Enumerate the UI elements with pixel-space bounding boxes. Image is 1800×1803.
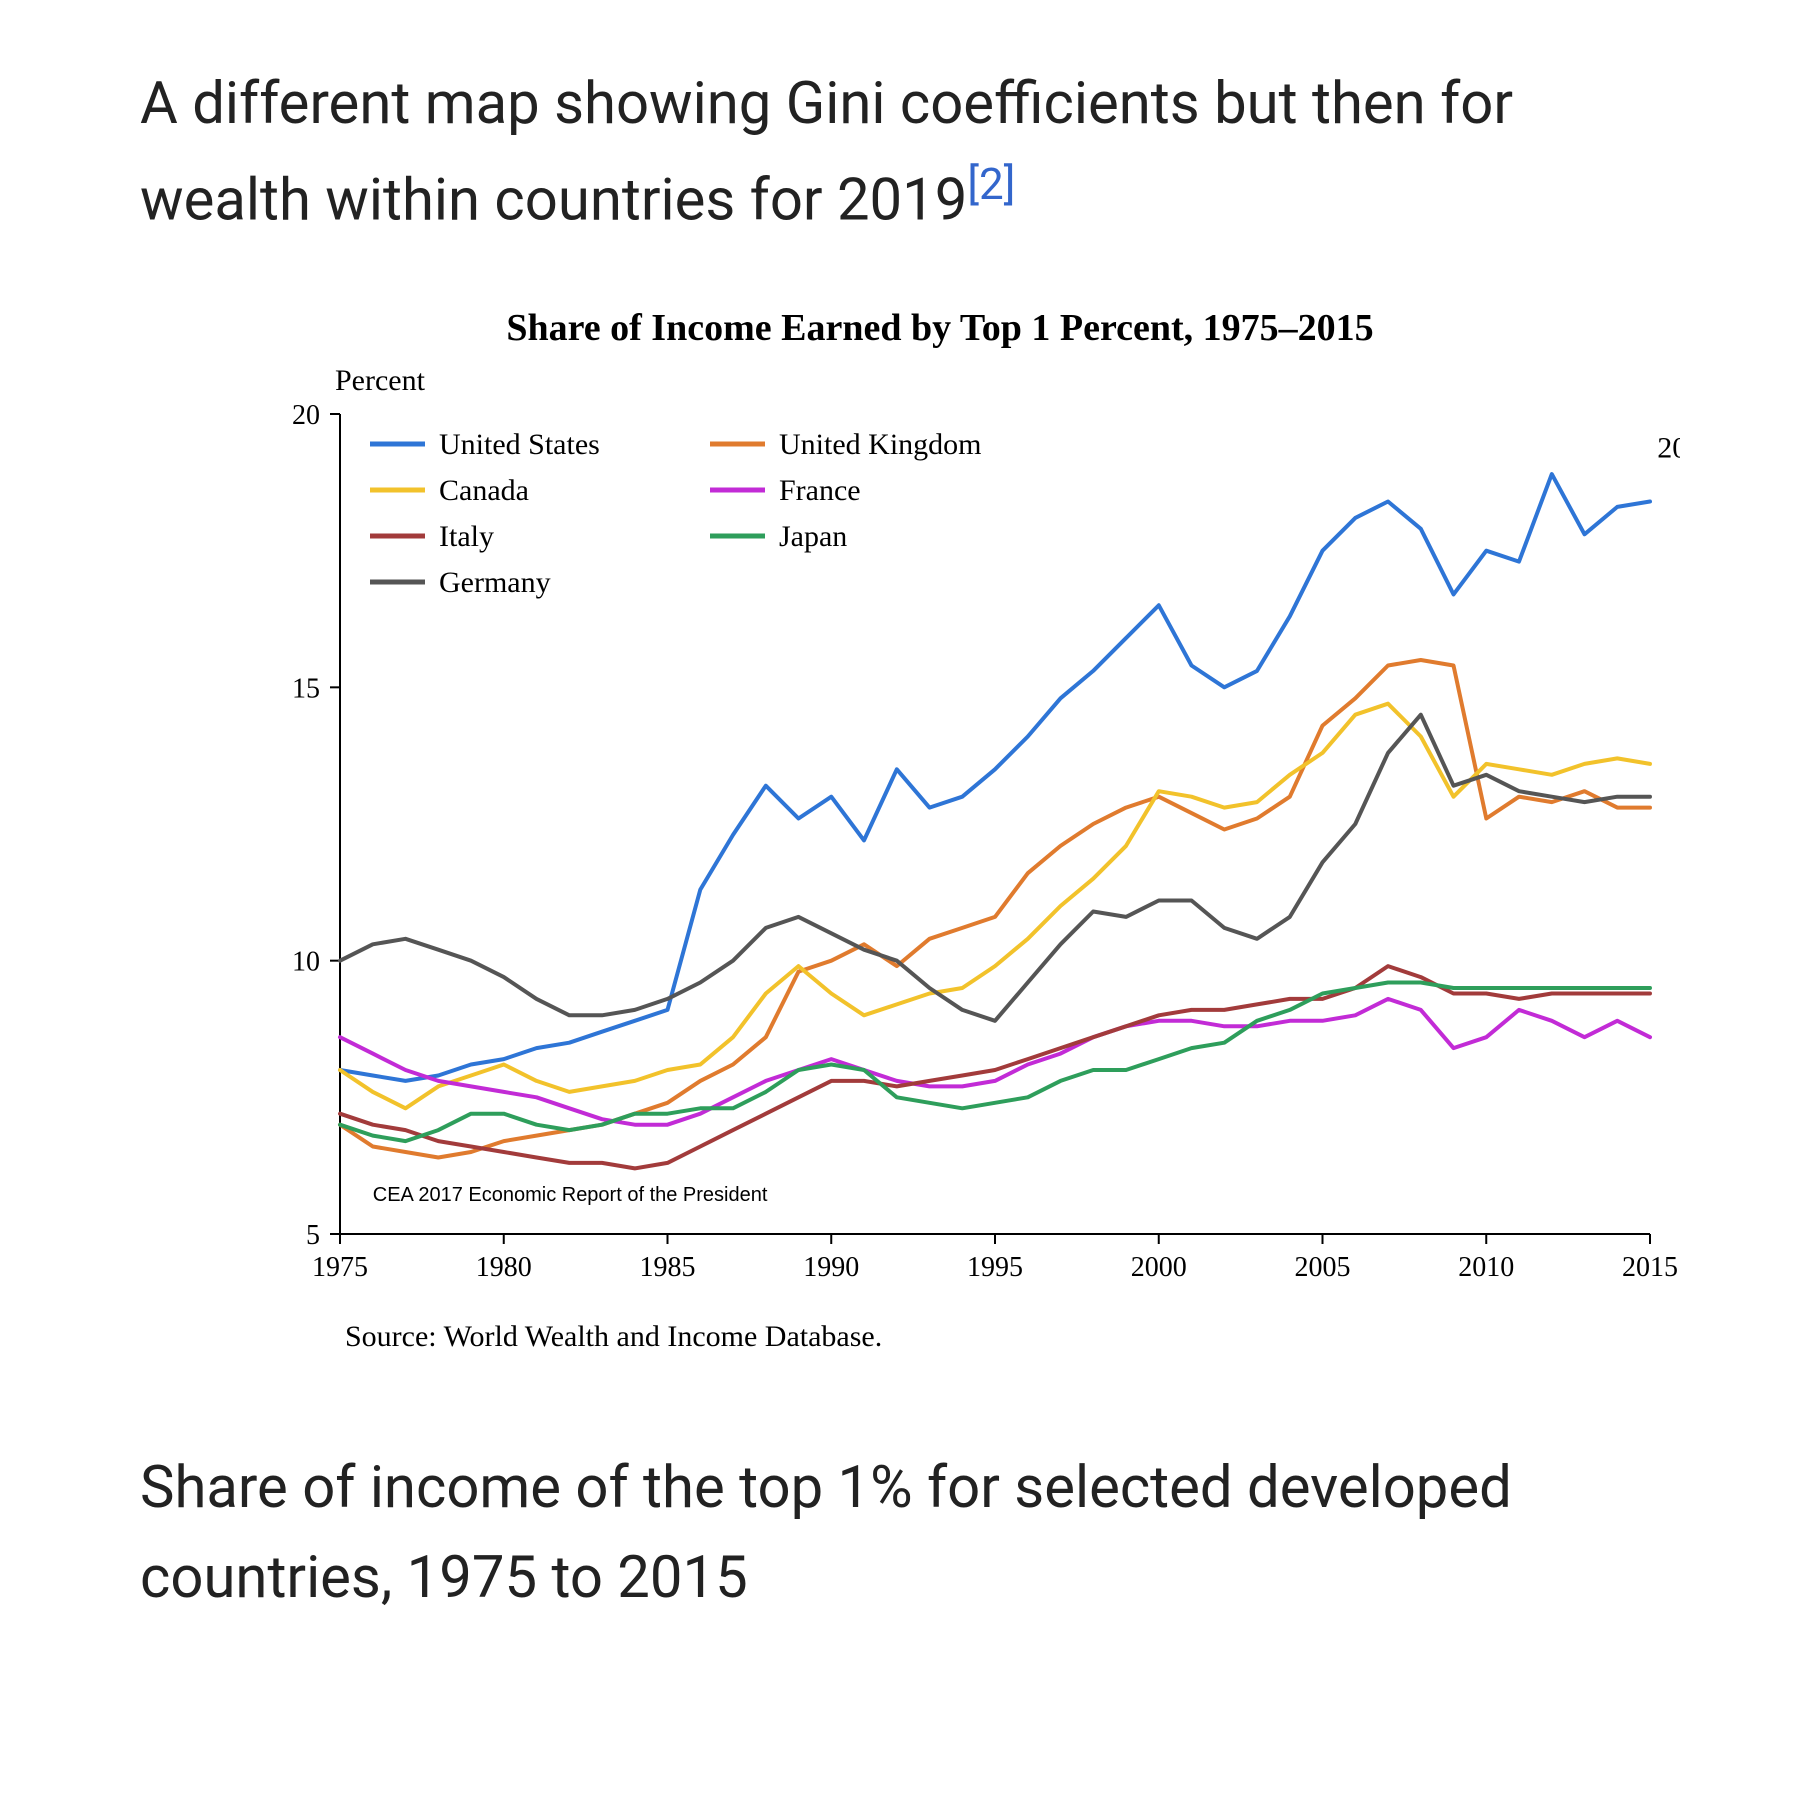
line-chart: 5 10 15 20 1975 1980 1985 1990 1995 2000 2005 2010 2… [230, 404, 1680, 1304]
chart-title: Share of Income Earned by Top 1 Percent,… [290, 306, 1590, 350]
y-tick-label: 5 [306, 1220, 320, 1251]
series-line-italy [340, 966, 1650, 1168]
x-tick-label: 1990 [803, 1252, 859, 1283]
series-line-japan [340, 983, 1650, 1142]
x-tick-label: 2000 [1131, 1252, 1187, 1283]
legend-label: Japan [779, 520, 847, 553]
legend-label: Italy [439, 520, 494, 553]
chart-inset-note: CEA 2017 Economic Report of the Presiden… [373, 1184, 768, 1206]
series-line-germany [340, 715, 1650, 1021]
x-tick-label: 1975 [312, 1252, 368, 1283]
legend-label: Canada [439, 474, 529, 507]
x-tick-label: 2015 [1622, 1252, 1678, 1283]
annotation-2015: 2015 [1657, 432, 1680, 465]
y-tick-label: 15 [292, 673, 320, 704]
x-tick-label: 1995 [967, 1252, 1023, 1283]
x-tick-label: 1985 [640, 1252, 696, 1283]
legend-label: United States [439, 428, 600, 461]
legend-label: United Kingdom [779, 428, 982, 461]
caption-top: A different map showing Gini coefficient… [140, 60, 1660, 246]
legend-label: France [779, 474, 861, 507]
legend-label: Germany [439, 566, 551, 599]
x-tick-label: 2005 [1295, 1252, 1351, 1283]
chart-container: Share of Income Earned by Top 1 Percent,… [230, 306, 1660, 1354]
y-tick-label: 20 [292, 404, 320, 431]
chart-source-note: Source: World Wealth and Income Database… [345, 1320, 1660, 1354]
caption-top-text: A different map showing Gini coefficient… [140, 70, 1513, 234]
y-axis-label: Percent [335, 364, 1660, 398]
x-tick-label: 1980 [476, 1252, 532, 1283]
y-tick-label: 10 [292, 947, 320, 978]
citation-link[interactable]: [2] [967, 158, 1015, 210]
caption-bottom: Share of income of the top 1% for select… [140, 1444, 1660, 1624]
x-tick-label: 2010 [1458, 1252, 1514, 1283]
